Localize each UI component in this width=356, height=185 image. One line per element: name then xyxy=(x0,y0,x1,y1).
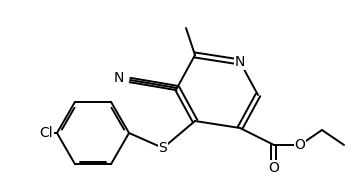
Text: O: O xyxy=(268,161,279,175)
Text: N: N xyxy=(114,71,124,85)
Text: Cl: Cl xyxy=(40,126,53,140)
Text: O: O xyxy=(294,138,305,152)
Text: S: S xyxy=(159,141,167,155)
Text: N: N xyxy=(235,55,245,69)
